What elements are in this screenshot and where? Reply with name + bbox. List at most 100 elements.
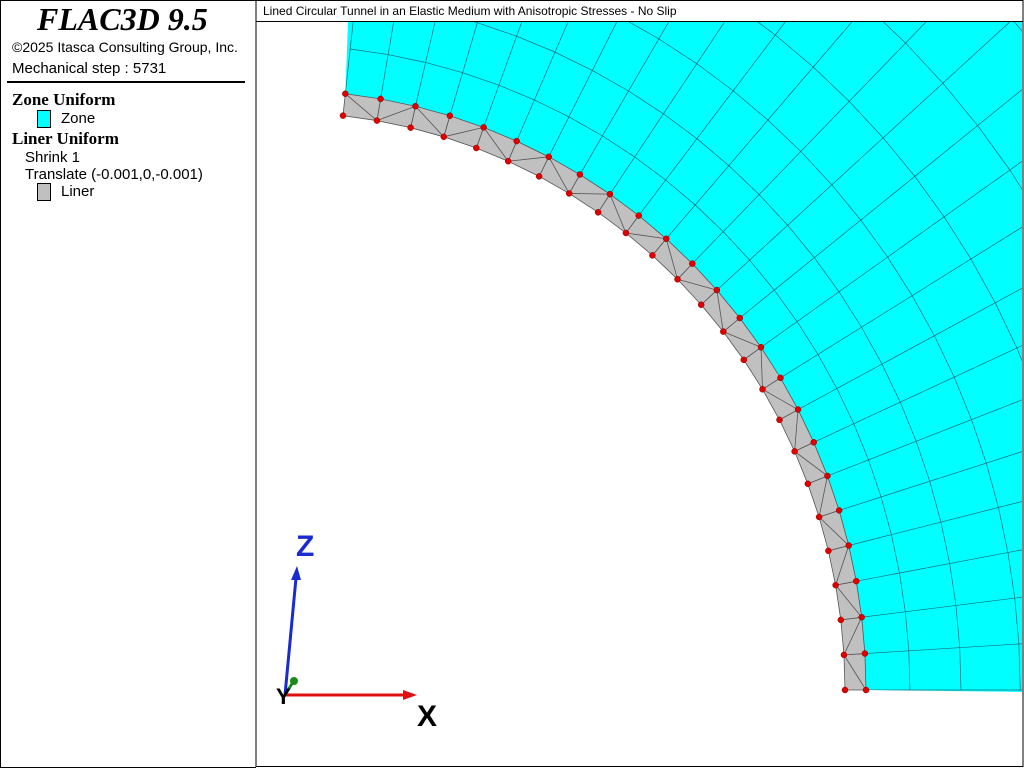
grid-line: [370, 22, 1022, 691]
liner-node: [504, 157, 512, 165]
liner-node: [791, 448, 798, 455]
liner-node: [845, 542, 853, 549]
viewport-frame: [255, 0, 1024, 767]
zone-grid: [345, 22, 1022, 691]
liner-node: [794, 406, 802, 413]
liner-node: [815, 513, 823, 521]
liner-node: [740, 356, 748, 364]
axes-triad: Z Y X: [276, 530, 437, 733]
liner: [339, 90, 870, 694]
grid-line: [827, 47, 1022, 477]
liner-node: [697, 301, 705, 308]
liner-edge: [665, 238, 678, 280]
grid-line: [692, 22, 1022, 264]
liner-node: [594, 209, 602, 216]
axis-label: Y: [276, 684, 291, 709]
liner-node: [342, 90, 349, 97]
liner-node: [662, 235, 670, 243]
liner-edge: [835, 584, 862, 618]
legend-group: Liner Uniform: [12, 129, 119, 148]
liner-node: [565, 190, 573, 197]
liner-node: [689, 260, 696, 267]
liner-node: [649, 252, 656, 259]
liner-edge: [677, 278, 717, 291]
viewport-title: Lined Circular Tunnel in an Elastic Medi…: [263, 4, 677, 18]
grid-line: [379, 22, 1022, 691]
grid-line: [760, 22, 1022, 348]
liner-element: [342, 93, 382, 122]
liner-edge: [723, 331, 762, 348]
liner-node: [674, 276, 681, 283]
liner-edge: [760, 347, 763, 390]
liner-edge: [569, 193, 610, 195]
z-axis: [283, 577, 298, 696]
grid-line: [355, 22, 962, 691]
liner-edge: [762, 388, 799, 410]
liner-node: [804, 480, 812, 488]
liner-edge: [625, 232, 667, 240]
liner-node: [840, 651, 848, 659]
liner-node: [858, 613, 865, 621]
liner-node: [513, 137, 520, 145]
liner-node: [407, 124, 414, 131]
liner-node: [835, 507, 843, 514]
liner-node: [622, 229, 630, 237]
liner-node: [736, 314, 744, 322]
liner-edge: [835, 545, 850, 586]
liner-node: [825, 547, 832, 555]
liner-node: [339, 112, 347, 119]
zone-region: [345, 22, 1022, 692]
liner-edge: [794, 451, 828, 477]
liner-edge: [345, 93, 378, 121]
liner-node: [862, 686, 870, 694]
liner-edge: [794, 409, 799, 452]
liner-node: [535, 173, 543, 180]
grid-line: [638, 22, 1022, 216]
liner-node: [377, 95, 384, 103]
copyright: ©2025 Itasca Consulting Group, Inc.: [12, 39, 238, 55]
liner-node: [861, 650, 869, 657]
legend-item: Zone: [61, 110, 96, 127]
liner-edge: [716, 290, 724, 332]
y-arrow: [290, 677, 298, 685]
liner-swatch: [37, 183, 51, 201]
grid-line: [665, 22, 1022, 240]
liner-node: [440, 133, 448, 141]
liner-edge: [818, 516, 850, 546]
grid-line: [350, 48, 911, 691]
liner-node: [757, 344, 765, 351]
liner-edge: [376, 105, 416, 121]
zone-swatch: [37, 110, 51, 128]
grid-line: [362, 22, 1021, 691]
liner-edge: [415, 105, 445, 138]
liner-node: [832, 581, 839, 589]
legend-setting: Shrink 1: [25, 149, 81, 166]
liner-node: [373, 117, 381, 124]
liner-edge: [508, 156, 549, 162]
liner-node: [446, 112, 454, 120]
legend-item: Liner: [61, 183, 95, 200]
liner-edge: [843, 617, 863, 656]
liner-node: [412, 103, 419, 110]
grid-line: [609, 22, 1022, 195]
legend-group: Zone Uniform: [12, 90, 116, 109]
liner-node: [777, 374, 784, 382]
liner-node: [853, 577, 860, 585]
grid-line: [716, 22, 1022, 291]
legend-setting: Translate (-0.001,0,-0.001): [25, 166, 203, 183]
liner-node: [776, 416, 783, 424]
liner-node: [837, 616, 845, 624]
liner-node: [713, 286, 721, 294]
liner-edge: [609, 193, 627, 234]
liner-node: [576, 171, 584, 178]
liner-edge: [548, 156, 570, 194]
liner-node: [720, 328, 727, 335]
liner-node: [841, 686, 849, 694]
grid-line: [780, 22, 1022, 379]
axis-label: Z: [296, 530, 314, 563]
liner-node: [545, 153, 553, 161]
z-arrow: [291, 566, 301, 580]
liner-node: [480, 124, 487, 131]
